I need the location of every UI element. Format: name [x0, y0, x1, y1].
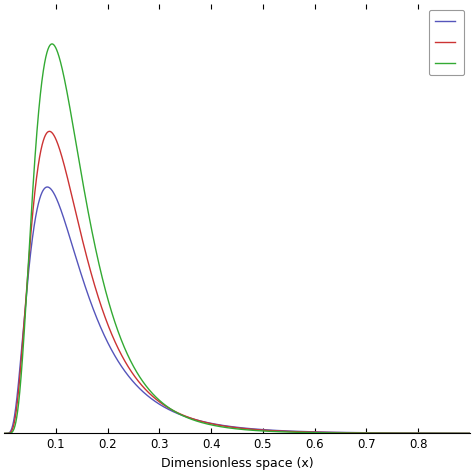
Legend: , , : , ,	[428, 10, 464, 75]
X-axis label: Dimensionless space (x): Dimensionless space (x)	[161, 457, 313, 470]
